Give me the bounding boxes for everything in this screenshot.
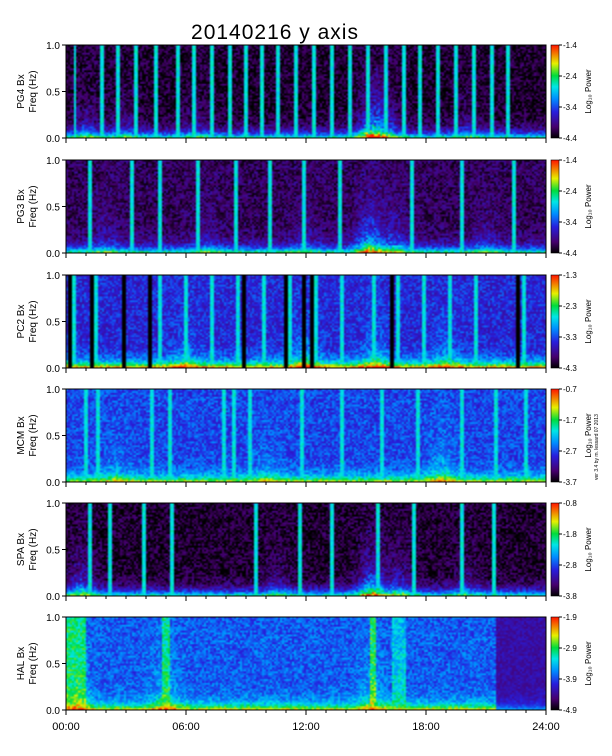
colorbar-tick-label: -4.4 xyxy=(563,134,577,143)
colorbar-label: Log₁₀ Power xyxy=(584,69,593,114)
spectrogram-panel: 0.0 0.5 1.0 PG4 Bx Freq (Hz) -1.4 -2.4 -3.4 -4.4… xyxy=(16,41,593,145)
spectrogram-panel: 0.0 0.5 1.0 PG3 Bx Freq (Hz) -1.4 -2.4 -3.4 -4.4… xyxy=(16,156,593,260)
colorbar-tick-label: -3.9 xyxy=(563,675,577,684)
y-tick-label: 0.0 xyxy=(46,249,60,260)
spectrogram-panel: 0.0 0.5 1.0 SPA Bx Freq (Hz) -0.8 -1.8 -2.8 -3.8… xyxy=(16,499,593,603)
colorbar-tick-label: -0.8 xyxy=(563,499,577,508)
x-tick-label: 12:00 xyxy=(292,721,320,733)
y-tick-label: 0.0 xyxy=(46,478,60,489)
station-label: PG3 Bx xyxy=(16,189,27,223)
colorbar-tick-label: -3.8 xyxy=(563,592,577,601)
colorbar-tick-label: -4.9 xyxy=(563,706,577,715)
colorbar-tick-label: -1.7 xyxy=(563,416,577,425)
colorbar-tick-label: -3.4 xyxy=(563,103,577,112)
x-tick-label: 00:00 xyxy=(52,721,80,733)
station-label: PG4 Bx xyxy=(16,74,27,108)
colorbar xyxy=(550,274,560,369)
y-tick-label: 0.0 xyxy=(46,134,60,145)
station-label: SPA Bx xyxy=(16,533,27,566)
y-tick-label: 0.5 xyxy=(46,546,60,557)
y-tick-label: 0.5 xyxy=(46,88,60,99)
colorbar-label: Log₁₀ Power xyxy=(584,527,593,572)
colorbar xyxy=(550,388,560,483)
x-tick-label: 06:00 xyxy=(172,721,200,733)
colorbar-tick-label: -2.3 xyxy=(563,302,577,311)
x-axis-time-labels: 00:00 06:00 12:00 18:00 24:00 xyxy=(52,721,560,733)
colorbar-tick-label: -1.4 xyxy=(563,156,577,165)
y-tick-label: 0.0 xyxy=(46,706,60,717)
colorbar-tick-label: -3.3 xyxy=(563,333,577,342)
y-tick-label: 1.0 xyxy=(46,385,60,396)
colorbar-tick-label: -1.8 xyxy=(563,530,577,539)
y-tick-label: 1.0 xyxy=(46,613,60,624)
colorbar-tick-label: -2.8 xyxy=(563,561,577,570)
y-tick-label: 0.5 xyxy=(46,432,60,443)
colorbar-tick-label: -1.4 xyxy=(563,41,577,50)
colorbar xyxy=(550,502,560,597)
colorbar-label: Log₁₀ Power xyxy=(584,413,593,458)
colorbar-tick-label: -2.4 xyxy=(563,187,577,196)
y-tick-label: 0.5 xyxy=(46,318,60,329)
colorbar-tick-label: -2.7 xyxy=(563,447,577,456)
y-tick-label: 1.0 xyxy=(46,271,60,282)
y-tick-label: 1.0 xyxy=(46,41,60,52)
freq-axis-label: Freq (Hz) xyxy=(28,70,39,112)
freq-axis-label: Freq (Hz) xyxy=(28,185,39,227)
spectrogram-raster xyxy=(66,617,546,710)
station-label: MCM Bx xyxy=(16,416,27,454)
spectrogram-raster xyxy=(66,503,546,596)
y-tick-label: 1.0 xyxy=(46,499,60,510)
colorbar-label: Log₁₀ Power xyxy=(584,641,593,686)
station-label: HAL Bx xyxy=(16,647,27,681)
spectrogram-raster xyxy=(66,45,546,138)
figure-title: 20140216 y axis xyxy=(191,21,359,44)
spectrogram-raster xyxy=(66,275,546,368)
colorbar-label: Log₁₀ Power xyxy=(584,299,593,344)
colorbar-tick-label: -4.4 xyxy=(563,249,577,258)
y-tick-label: 0.5 xyxy=(46,203,60,214)
x-tick-label: 18:00 xyxy=(412,721,440,733)
spectrogram-raster xyxy=(66,389,546,482)
spectrogram-raster xyxy=(66,160,546,253)
freq-axis-label: Freq (Hz) xyxy=(28,528,39,570)
colorbar xyxy=(550,44,560,139)
colorbar-tick-label: -3.7 xyxy=(563,478,577,487)
colorbar-side-note: ver 3.4 by m. lessard 07 2013 xyxy=(594,414,600,480)
station-label: PC2 Bx xyxy=(16,305,27,339)
y-tick-label: 1.0 xyxy=(46,156,60,167)
y-tick-label: 0.0 xyxy=(46,364,60,375)
freq-axis-label: Freq (Hz) xyxy=(28,300,39,342)
colorbar-tick-label: -2.9 xyxy=(563,644,577,653)
spectrogram-panel: 0.0 0.5 1.0 HAL Bx Freq (Hz) -1.9 -2.9 -3.9 -4.9… xyxy=(16,613,593,717)
spectrogram-panel: 0.0 0.5 1.0 MCM Bx Freq (Hz) -0.7 -1.7 -2.7 -3.7… xyxy=(16,385,593,489)
colorbar-label: Log₁₀ Power xyxy=(584,184,593,229)
colorbar-tick-label: -3.4 xyxy=(563,218,577,227)
colorbar xyxy=(550,616,560,711)
colorbar-tick-label: -2.4 xyxy=(563,72,577,81)
colorbar-tick-label: -1.9 xyxy=(563,613,577,622)
y-tick-label: 0.5 xyxy=(46,660,60,671)
colorbar-tick-label: -0.7 xyxy=(563,385,577,394)
colorbar-tick-label: -1.3 xyxy=(563,271,577,280)
x-tick-label: 24:00 xyxy=(532,721,560,733)
colorbar-tick-label: -4.3 xyxy=(563,364,577,373)
spectrogram-panel: 0.0 0.5 1.0 PC2 Bx Freq (Hz) -1.3 -2.3 -3.3 -4.3… xyxy=(16,271,593,375)
y-tick-label: 0.0 xyxy=(46,592,60,603)
freq-axis-label: Freq (Hz) xyxy=(28,642,39,684)
freq-axis-label: Freq (Hz) xyxy=(28,414,39,456)
colorbar xyxy=(550,159,560,254)
